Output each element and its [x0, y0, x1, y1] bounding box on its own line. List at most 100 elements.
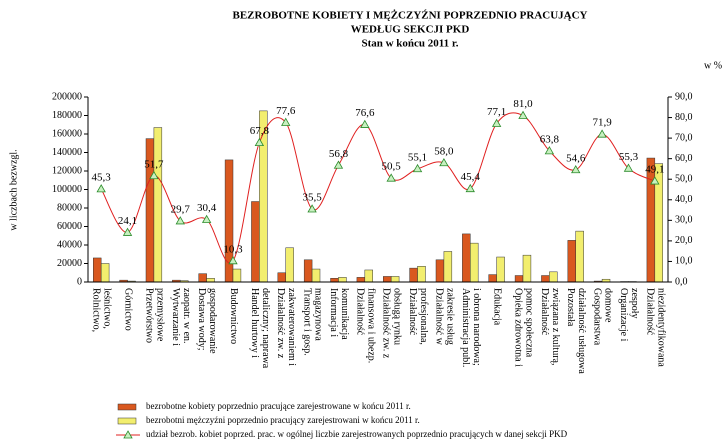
legend-marker [123, 430, 133, 439]
marker [412, 163, 423, 173]
marker [96, 184, 106, 193]
legend-label: bezrobotni mężczyźni poprzednio pracując… [146, 415, 420, 425]
x-tick-label-line: leśnictwo, [101, 288, 112, 329]
x-tick-label-line: związana z kulturą, [550, 288, 561, 365]
data-label: 24,1 [118, 215, 137, 227]
legend-label: udział bezrob. kobiet poprzed. prac. w o… [146, 429, 568, 439]
x-tick-label-line: Pozostała [565, 288, 576, 327]
x-tick-label-line: gospodarowanie [207, 288, 218, 354]
x-tick-label: Działalnośćzwiązana z kulturą, [539, 288, 561, 365]
bar [206, 278, 215, 283]
x-tick-label-line: Organizacje i [618, 288, 629, 342]
x-tick-label-line: pomoc społeczna [523, 288, 534, 358]
x-tick-label-line: Działalność [354, 288, 365, 336]
bar [488, 274, 497, 283]
marker [122, 227, 133, 236]
chart-subtitle: Stan w końcu 2011 r. [361, 38, 458, 50]
marker [149, 170, 159, 180]
y2-tick-label: 20,0 [675, 235, 693, 246]
data-label: 10,3 [223, 243, 243, 255]
x-tick-label-line: Działalność [644, 288, 655, 336]
x-tick-label: Administracja publ.i obrona narodowa; [459, 288, 481, 367]
bar [390, 276, 400, 283]
x-tick-label-line: Działalność zw. z [275, 288, 286, 359]
x-tick-label-line: detaliczny; naprawa [260, 288, 271, 369]
x-tick-label-line: Edukacja [491, 288, 502, 326]
marker [254, 137, 265, 147]
x-tick-label: Rolnictwo,leśnictwo, [90, 288, 112, 332]
data-label: 49,1 [645, 164, 664, 176]
data-label: 58,0 [434, 145, 454, 157]
x-tick-label-line: Działalność w [433, 288, 444, 346]
bar [330, 278, 339, 283]
bar [153, 127, 163, 283]
x-tick-label: Działalność zw. zzakwaterowaniem i [275, 288, 297, 366]
x-tick-label: Pozostaładziałalność usługowa [565, 288, 587, 374]
legend-label: bezrobotne kobiety poprzednio pracujące … [146, 401, 411, 411]
x-tick-label: Przetwórstwoprzemysłowe [143, 288, 165, 343]
x-tick-label: Działalnośćfinansowa i ubezp. [354, 288, 376, 363]
data-label: 67,8 [250, 125, 270, 137]
x-tick-label-line: Opieka zdrowotna i [512, 288, 523, 367]
bar [338, 277, 347, 283]
data-label: 81,0 [513, 98, 533, 110]
data-label: 54,6 [566, 152, 586, 164]
y-tick-label: 20000 [57, 258, 82, 269]
x-tick-label: Działalnośćprofesjonalna, [407, 288, 429, 345]
x-tick-label-line: obsługą rynku [391, 288, 402, 345]
x-tick-label-line: i obrona narodowa; [470, 288, 481, 366]
x-tick-label-line: Informacja i [328, 288, 339, 337]
x-tick-label: Transport i gosp.magazynowa [301, 288, 323, 356]
x-tick-label-line: Handel hurtowy i [249, 288, 260, 358]
x-tick-label-line: Gospodarstwa [591, 288, 602, 346]
bar [549, 271, 558, 283]
bar [285, 247, 294, 283]
data-label: 56,8 [329, 148, 349, 160]
x-tick-label: Informacja ikomunikacja [328, 288, 350, 340]
data-label: 45,3 [92, 171, 112, 183]
x-tick-label: Wytwarzanie izaopatr. w en. [169, 288, 191, 346]
data-label: 77,1 [487, 106, 506, 118]
x-tick-label-line: działalność usługowa [576, 288, 587, 374]
x-tick-label-line: Działalność zw. z [380, 288, 391, 359]
x-tick-label-line: Działalność [407, 288, 418, 336]
data-label: 55,3 [619, 151, 639, 163]
marker [544, 146, 555, 155]
chart-title: BEZROBOTNE KOBIETY I MĘŻCZYŹNI POPRZEDNI… [233, 10, 588, 22]
y2-tick-label: 60,0 [675, 153, 693, 164]
marker [623, 163, 634, 172]
y2-axis-label: w % [704, 60, 722, 71]
x-tick-label-line: finansowa i ubezp. [365, 288, 376, 363]
x-tick-label: Budownictwo [228, 288, 239, 344]
bar [100, 263, 110, 283]
x-tick-label-line: Budownictwo [228, 288, 239, 344]
y2-tick-label: 0,0 [675, 276, 688, 287]
data-label: 71,9 [592, 117, 612, 129]
marker [465, 183, 475, 193]
y2-tick-label: 40,0 [675, 194, 693, 205]
y2-tick-label: 80,0 [675, 112, 693, 123]
bar [356, 277, 366, 283]
x-tick-label-line: Działalność [539, 288, 550, 336]
bar [541, 275, 550, 283]
bar [383, 276, 392, 283]
x-tick-label-line: Administracja publ. [459, 288, 470, 367]
data-label: 30,4 [197, 202, 217, 214]
x-tick-label-line: zakresie usług [444, 288, 455, 345]
x-tick-label-line: przemysłowe [154, 288, 165, 342]
y2-tick-label: 90,0 [675, 91, 693, 102]
data-label: 45,4 [461, 171, 481, 183]
marker [439, 157, 449, 167]
bar [470, 242, 479, 283]
marker [650, 176, 660, 185]
x-tick-label-line: profesjonalna, [418, 288, 429, 345]
x-tick-label: Gospodarstwadomowe [591, 288, 613, 346]
bar [575, 230, 584, 283]
marker [518, 110, 528, 119]
x-tick-label-line: zakwaterowaniem i [286, 288, 297, 366]
bar [198, 273, 207, 283]
bar [496, 256, 505, 283]
x-tick-label-line: zespoły [629, 288, 640, 319]
y2-tick-label: 70,0 [675, 132, 693, 143]
y-tick-label: 40000 [57, 239, 82, 250]
